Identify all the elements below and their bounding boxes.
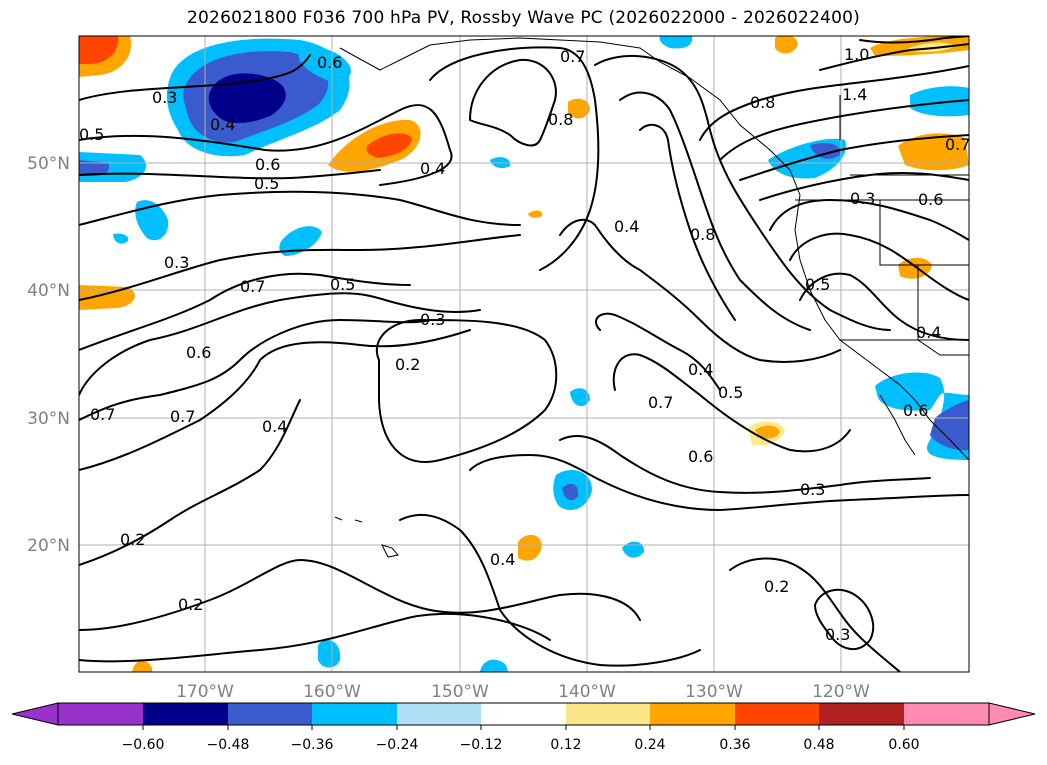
contour-label: 0.2 [178, 595, 203, 614]
contour-label: 0.6 [317, 53, 342, 72]
contour-label: 0.8 [750, 93, 775, 112]
colorbar-tick: 0.36 [719, 737, 750, 753]
colorbar-tick: −0.60 [122, 737, 165, 753]
colorbar-segment [650, 703, 735, 725]
contour-label: 0.3 [850, 189, 875, 208]
lon-label-120w: 120°W [812, 682, 870, 702]
colorbar-segment [397, 703, 481, 725]
contour-label: 0.7 [648, 393, 673, 412]
colorbar-segment [819, 703, 904, 725]
contour-label: 0.8 [690, 225, 715, 244]
colorbar-segment [228, 703, 312, 725]
contour-label: 0.4 [420, 159, 445, 178]
lon-labels: 170°W 160°W 150°W 140°W 130°W 120°W [176, 682, 870, 702]
lon-label-160w: 160°W [303, 682, 361, 702]
contour-label: 0.7 [170, 407, 195, 426]
contour-label: 0.2 [120, 530, 145, 549]
contour-label: 0.3 [825, 625, 850, 644]
contour-label: 1.4 [842, 85, 867, 104]
colorbar-extend-low [11, 702, 59, 726]
lon-label-150w: 150°W [431, 682, 489, 702]
contour-label: 0.5 [254, 174, 279, 193]
map-frame [78, 35, 970, 673]
contour-label: 0.7 [240, 277, 265, 296]
contour-label: 0.7 [560, 47, 585, 66]
colorbar-segment [566, 703, 650, 725]
colorbar-tick: −0.48 [207, 737, 250, 753]
contour-label: 0.3 [800, 480, 825, 499]
contour-label: 0.6 [688, 447, 713, 466]
colorbar-tick: −0.36 [291, 737, 334, 753]
contour-label: 0.3 [420, 310, 445, 329]
contour-label: 0.5 [330, 275, 355, 294]
contour-label: 0.4 [614, 217, 639, 236]
contour-label: 0.8 [548, 110, 573, 129]
lat-label-30n: 30°N [27, 409, 70, 429]
colorbar-segment [312, 703, 397, 725]
lat-labels: 50°N 40°N 30°N 20°N [27, 154, 70, 556]
contour-label: 0.4 [916, 323, 941, 342]
colorbar-segment [481, 703, 566, 725]
colorbar-tick: 0.12 [550, 737, 581, 753]
colorbar: −0.60 −0.48 −0.36 −0.24 −0.12 0.12 0.24 … [11, 702, 1036, 753]
contour-label: 1.0 [844, 45, 869, 64]
colorbar-tick: 0.48 [803, 737, 834, 753]
contour-label: 0.6 [255, 155, 280, 174]
colorbar-extend-high [988, 702, 1036, 726]
contour-label: 0.3 [164, 253, 189, 272]
colorbar-tick: −0.24 [376, 737, 419, 753]
contour-label: 0.6 [186, 343, 211, 362]
colorbar-segment [58, 703, 143, 725]
contour-label: 0.5 [805, 275, 830, 294]
lat-label-20n: 20°N [27, 536, 70, 556]
contour-label: 0.6 [918, 190, 943, 209]
contour-label: 0.5 [718, 383, 743, 402]
contour-label: 0.3 [152, 88, 177, 107]
pv-contours [79, 36, 969, 672]
contour-label: 0.4 [688, 360, 713, 379]
plot-title: 2026021800 F036 700 hPa PV, Rossby Wave … [187, 8, 860, 28]
lon-label-170w: 170°W [176, 682, 234, 702]
lon-label-140w: 140°W [558, 682, 616, 702]
colorbar-tick: 0.24 [634, 737, 665, 753]
colorbar-segment [735, 703, 819, 725]
contour-label: 0.2 [395, 355, 420, 374]
contour-labels: 0.3 0.5 0.6 0.5 0.4 0.6 0.4 0.3 0.7 0.5 … [79, 45, 970, 644]
contour-label: 0.4 [490, 550, 515, 569]
lon-label-130w: 130°W [685, 682, 743, 702]
lat-label-50n: 50°N [27, 154, 70, 174]
contour-label: 0.5 [79, 125, 104, 144]
contour-label: 0.7 [90, 405, 115, 424]
colorbar-tick: 0.60 [888, 737, 919, 753]
contour-label: 0.4 [210, 115, 235, 134]
contour-label: 0.6 [903, 401, 928, 420]
colorbar-segment [143, 703, 228, 725]
contour-label: 0.4 [262, 417, 287, 436]
lat-label-40n: 40°N [27, 281, 70, 301]
anomaly-shading [79, 36, 969, 672]
contour-label: 0.2 [764, 577, 789, 596]
colorbar-segment [904, 703, 989, 725]
colorbar-tick: −0.12 [460, 737, 503, 753]
contour-label: 0.7 [945, 135, 970, 154]
